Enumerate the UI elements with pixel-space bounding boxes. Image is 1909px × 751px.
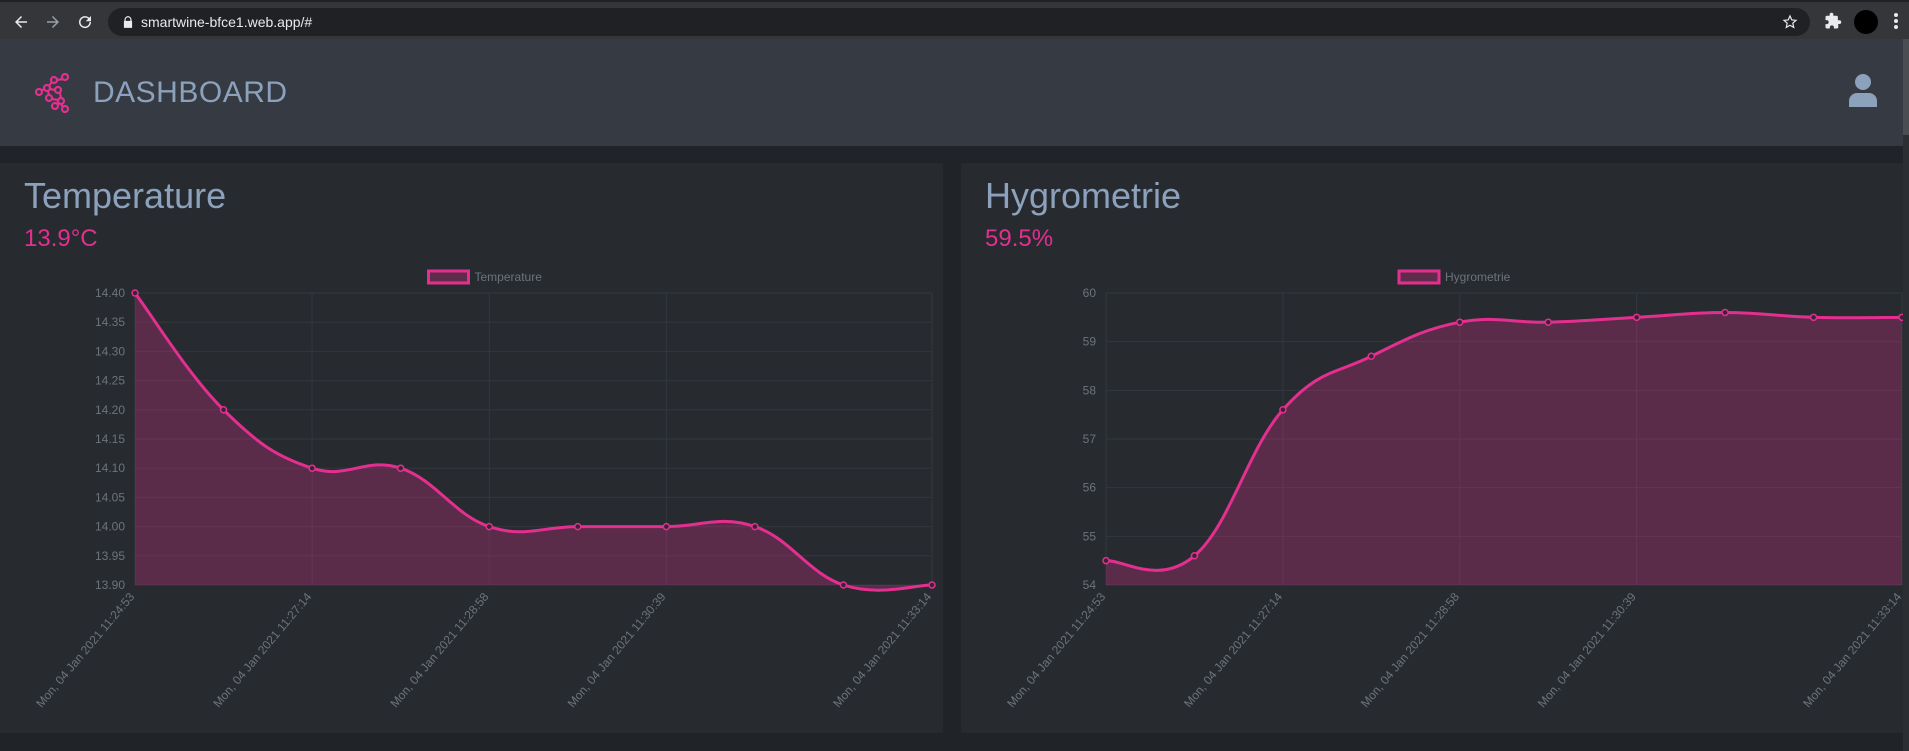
y-tick-label: 14.30 [95, 344, 125, 358]
data-point [131, 289, 139, 297]
y-tick-label: 13.90 [95, 578, 125, 592]
temperature-card: Temperature 13.9°C Temperature 14.40 14.35… [0, 163, 943, 733]
browser-menu-icon[interactable] [1893, 12, 1899, 30]
browser-toolbar: smartwine-bfce1.web.app/# [0, 0, 1909, 39]
data-point [1456, 318, 1464, 326]
data-point [1367, 352, 1376, 361]
x-tick-label: Mon, 04 Jan 2021 11:24:53 [33, 590, 137, 710]
x-tick-label: Mon, 04 Jan 2021 11:24:53 [1004, 590, 1108, 710]
back-button[interactable] [8, 9, 34, 35]
data-point [1190, 552, 1199, 560]
y-tick-label: 60 [1083, 286, 1097, 300]
temperature-chart: Temperature 14.40 14.35 14.30 14.25 14.20 14.1… [33, 269, 936, 710]
y-tick-label: 58 [1083, 383, 1097, 397]
y-tick-label: 56 [1083, 481, 1097, 495]
x-tick-label: Mon, 04 Jan 2021 11:33:14 [1800, 590, 1903, 710]
data-point [1632, 313, 1641, 322]
scrollbar-thumb[interactable] [1903, 39, 1909, 135]
y-tick-label: 14.15 [95, 432, 125, 446]
series-area [1106, 312, 1902, 585]
x-tick-label: Mon, 04 Jan 2021 11:30:39 [565, 590, 669, 710]
address-url: smartwine-bfce1.web.app/# [141, 14, 313, 30]
reload-button[interactable] [72, 9, 98, 35]
x-tick-label: Mon, 04 Jan 2021 11:27:14 [1181, 590, 1285, 710]
profile-avatar[interactable] [1854, 10, 1878, 34]
y-tick-label: 14.40 [95, 286, 125, 300]
forward-button[interactable] [40, 9, 66, 35]
data-point [928, 581, 936, 589]
y-tick-label: 14.05 [95, 490, 125, 504]
data-point [751, 522, 759, 531]
x-tick-label: Mon, 04 Jan 2021 11:33:14 [830, 590, 934, 710]
data-point [574, 522, 582, 531]
lock-icon [123, 16, 133, 28]
data-point [396, 464, 405, 472]
extensions-puzzle-icon[interactable] [1824, 12, 1842, 30]
data-point [1544, 318, 1552, 326]
x-tick-label: Mon, 04 Jan 2021 11:28:58 [387, 590, 491, 710]
data-point [1102, 556, 1110, 565]
chart-legend: Hygrometrie [1397, 269, 1511, 285]
bookmark-star-icon[interactable] [1782, 14, 1798, 30]
hygrometrie-current-value: 59.5% [985, 225, 1054, 252]
y-tick-label: 14.10 [95, 461, 125, 475]
y-tick-label: 13.95 [95, 549, 125, 563]
y-tick-label: 14.25 [95, 374, 125, 388]
page-title: DASHBOARD [93, 76, 288, 109]
temperature-title: Temperature [24, 175, 227, 216]
data-point [308, 464, 316, 472]
data-point [1809, 313, 1818, 322]
legend-swatch [427, 269, 470, 285]
data-point [485, 522, 493, 531]
data-point [1898, 313, 1903, 322]
data-point [662, 522, 671, 531]
user-account-icon[interactable] [1848, 73, 1878, 107]
legend-swatch [1397, 269, 1441, 285]
grape-molecule-logo-icon [34, 73, 70, 113]
x-tick-label: Mon, 04 Jan 2021 11:30:39 [1535, 590, 1639, 710]
data-point [1279, 406, 1287, 414]
series-line [1105, 310, 1903, 572]
chart-legend: Temperature [427, 269, 543, 285]
data-point [219, 406, 228, 414]
y-tick-label: 59 [1083, 335, 1097, 349]
y-tick-label: 14.00 [95, 520, 125, 534]
y-tick-label: 14.35 [95, 315, 125, 329]
data-point [839, 581, 848, 589]
legend-label: Temperature [475, 270, 543, 284]
app-header: DASHBOARD [0, 39, 1903, 146]
page-scrollbar[interactable] [1903, 39, 1909, 751]
page-bottom [0, 733, 1903, 751]
y-tick-label: 54 [1083, 578, 1097, 592]
hygrometrie-card: Hygrometrie 59.5% Hygrometrie 60 59 58 57 56 5… [961, 163, 1903, 733]
temperature-current-value: 13.9°C [24, 225, 98, 252]
series-line [133, 292, 933, 592]
y-tick-label: 57 [1083, 432, 1097, 446]
y-tick-label: 55 [1083, 529, 1097, 543]
address-bar[interactable]: smartwine-bfce1.web.app/# [108, 8, 1810, 36]
hygrometrie-title: Hygrometrie [985, 175, 1182, 216]
x-tick-label: Mon, 04 Jan 2021 11:28:58 [1358, 590, 1462, 710]
y-tick-label: 14.20 [95, 403, 125, 417]
reload-icon [79, 16, 92, 29]
arrow-left-icon [15, 16, 27, 28]
x-tick-label: Mon, 04 Jan 2021 11:27:14 [210, 590, 314, 710]
data-point [1721, 308, 1729, 317]
legend-label: Hygrometrie [1445, 270, 1511, 284]
arrow-right-icon [47, 16, 59, 28]
series-area [135, 293, 932, 591]
